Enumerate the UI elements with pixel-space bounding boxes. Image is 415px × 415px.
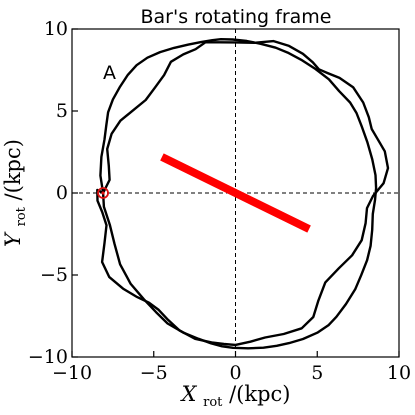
y-tick-label: 10: [44, 18, 68, 40]
y-tick-label: −10: [28, 346, 68, 368]
y-tick-label: −5: [40, 264, 68, 286]
x-tick-label: 5: [311, 362, 323, 384]
marker-dot: [101, 191, 105, 195]
orbit-line-2: [96, 39, 390, 347]
x-tick-label: 10: [387, 362, 411, 384]
y-axis-label: Y rot /(kpc): [1, 139, 30, 247]
x-axis-label: X rot /(kpc): [180, 382, 291, 411]
y-tick-label: 5: [56, 100, 68, 122]
y-axis-label-sub: rot: [14, 206, 29, 226]
x-axis-label-main: X: [180, 382, 198, 406]
panel-label: A: [103, 62, 116, 84]
x-tick-label: 0: [229, 362, 241, 384]
marker-circle: [97, 187, 109, 199]
x-axis-label-unit: /(kpc): [229, 382, 290, 406]
x-tick-label: −5: [140, 362, 168, 384]
y-axis-label-unit: /(kpc): [1, 139, 25, 200]
y-axis-label-main: Y: [1, 231, 25, 247]
x-tick-label: −10: [52, 362, 92, 384]
chart-title: Bar's rotating frame: [141, 6, 332, 28]
x-axis: −10 −5 0 5 10: [52, 351, 411, 384]
x-axis-label-sub: rot: [203, 395, 223, 410]
y-axis: −10 −5 0 5 10: [28, 18, 78, 368]
plot-area: [71, 28, 400, 358]
bar-line: [160, 153, 311, 233]
y-tick-label: 0: [56, 182, 68, 204]
